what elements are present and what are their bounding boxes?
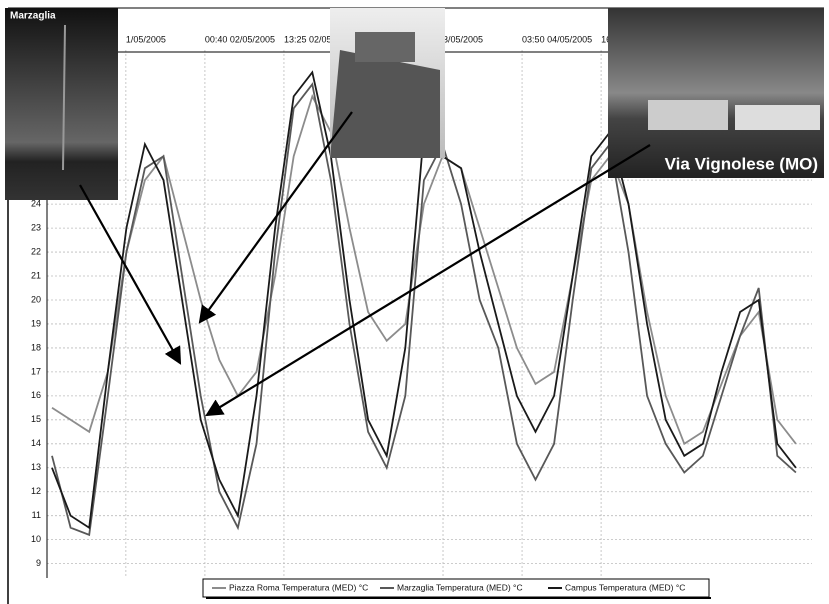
y-tick-label: 24 (31, 199, 41, 209)
legend-label: Campus Temperatura (MED) °C (565, 582, 685, 592)
legend-label: Marzaglia Temperatura (MED) °C (397, 582, 523, 592)
photo-detail (735, 105, 820, 130)
photo-detail (355, 32, 415, 62)
y-tick-label: 10 (31, 534, 41, 544)
photo-label: Via Vignolese (MO) (665, 154, 818, 173)
x-tick-label: 3/05/2005 (443, 34, 483, 44)
y-tick-label: 18 (31, 342, 41, 352)
series-line (51, 93, 797, 446)
y-tick-label: 20 (31, 294, 41, 304)
arrow (79, 184, 182, 365)
x-tick-label: 00:40 02/05/2005 (205, 34, 275, 44)
x-tick-label: 03:50 04/05/2005 (522, 34, 592, 44)
photo-detail (330, 50, 440, 158)
y-tick-label: 19 (31, 318, 41, 328)
y-tick-label: 11 (32, 510, 41, 520)
series-line (51, 82, 797, 537)
photo-detail (62, 24, 66, 171)
legend: Piazza Roma Temperatura (MED) °C Marzagli… (202, 578, 711, 599)
y-tick-label: 9 (36, 558, 41, 568)
arrow (198, 111, 353, 324)
photo-label: Marzaglia (10, 11, 56, 22)
x-tick-label: 13:25 02/05/2005 (284, 34, 354, 44)
y-tick-label: 12 (31, 486, 41, 496)
x-tick-label: 1/05/2005 (126, 34, 166, 44)
arrow (205, 144, 651, 417)
y-tick-label: 15 (31, 414, 41, 424)
y-tick-label: 23 (31, 222, 41, 232)
y-tick-label: 22 (31, 246, 41, 256)
y-tick-label: 16 (31, 390, 41, 400)
photo-detail (648, 100, 728, 130)
y-tick-label: 21 (31, 270, 41, 280)
y-tick-label: 17 (31, 366, 41, 376)
legend-label: Piazza Roma Temperatura (MED) °C (229, 582, 368, 592)
y-tick-label: 14 (31, 438, 41, 448)
y-tick-label: 13 (31, 462, 41, 472)
photo-marzaglia (5, 8, 118, 200)
photo-campus (608, 8, 824, 178)
photo-overlay: Marzaglia Via Vignolese (MO) (5, 8, 824, 417)
